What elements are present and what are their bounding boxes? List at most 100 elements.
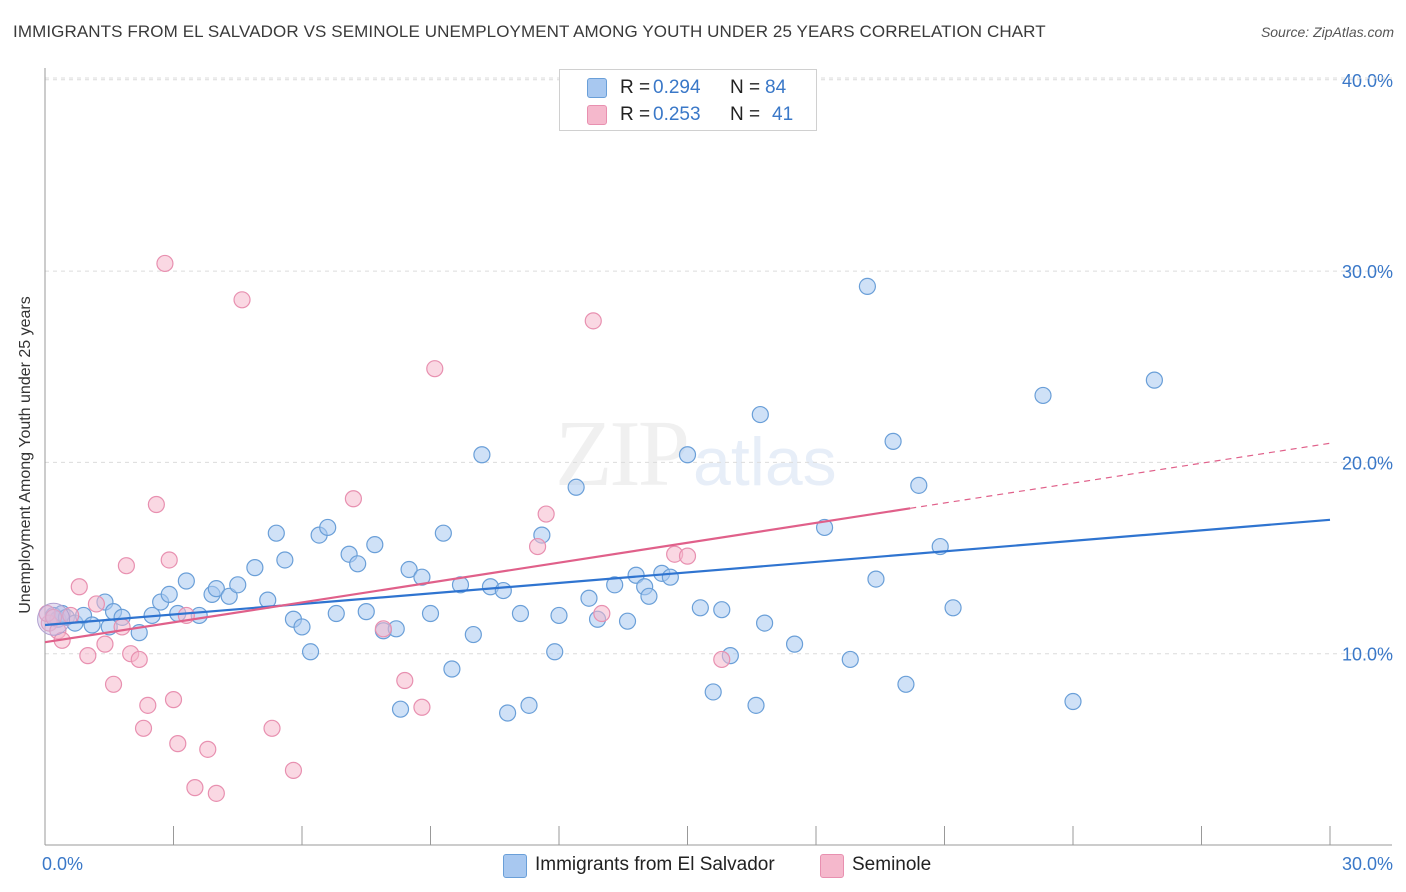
el-salvador-point: [473, 446, 491, 464]
el-salvador-point: [785, 635, 804, 653]
seminole-point: [233, 291, 251, 309]
el-salvador-point: [713, 601, 731, 619]
seminole-point: [156, 254, 174, 273]
el-salvador-point: [499, 704, 517, 722]
chart-title: IMMIGRANTS FROM EL SALVADOR VS SEMINOLE …: [13, 22, 1046, 41]
el-salvador-point: [357, 603, 375, 621]
el-salvador-point: [815, 518, 834, 537]
el-salvador-point: [366, 536, 384, 554]
el-salvador-point: [400, 560, 418, 579]
el-salvador-point: [546, 643, 564, 661]
r-value: 0.294: [653, 77, 701, 98]
el-salvador-point: [580, 589, 598, 607]
stats-row-seminole: R = 0.253 N = 41: [560, 101, 816, 127]
el-salvador-point: [1034, 386, 1052, 405]
el-salvador-point: [207, 580, 225, 598]
seminole-point: [199, 740, 217, 758]
el-salvador-point: [511, 604, 530, 623]
seminole-point: [104, 675, 123, 693]
r-label: R =: [620, 77, 651, 98]
legend-item-seminole[interactable]: Seminole: [820, 853, 960, 878]
seminole-point: [147, 495, 165, 514]
el-salvador-point: [858, 277, 877, 296]
seminole-point: [584, 312, 602, 330]
y-tick-label: 30.0%: [1342, 262, 1393, 282]
el-salvador-point: [747, 696, 765, 714]
el-salvador-point: [704, 683, 722, 701]
seminole-point: [130, 650, 148, 669]
n-value: 84: [765, 77, 787, 98]
seminole-point: [139, 696, 157, 714]
watermark-atlas: atlas: [693, 424, 837, 500]
seminole-point: [284, 761, 303, 779]
el-salvador-point: [606, 576, 624, 594]
origin-cluster-point: [37, 602, 71, 636]
el-salvador-point: [897, 675, 915, 693]
el-salvador-point: [246, 559, 264, 577]
seminole-point: [169, 735, 187, 753]
el-salvador-point: [220, 587, 238, 605]
x-tick-label-min: 0.0%: [42, 854, 83, 874]
seminole-point: [113, 618, 131, 636]
el-salvador-point: [910, 476, 928, 494]
el-salvador-point: [391, 700, 410, 718]
el-salvador-point: [494, 581, 512, 600]
el-salvador-point: [550, 606, 568, 625]
el-salvador-point: [319, 518, 337, 537]
el-salvador-point: [349, 555, 367, 573]
x-tick-label-max: 30.0%: [1342, 854, 1393, 874]
el-salvador-point: [301, 643, 320, 661]
y-tick-label: 20.0%: [1342, 453, 1393, 473]
el-salvador-point: [1064, 692, 1082, 711]
seminole-point: [160, 551, 178, 569]
el-salvador-point: [464, 625, 482, 644]
seminole-point: [537, 505, 555, 523]
el-salvador-point: [413, 568, 431, 586]
el-salvador-point: [640, 587, 658, 605]
legend-swatch-el-salvador: [503, 854, 527, 878]
legend-label-el-salvador: Immigrants from El Salvador: [535, 854, 775, 875]
source-credit: Source: ZipAtlas.com: [1260, 24, 1394, 40]
el-salvador-point: [751, 405, 769, 424]
el-salvador-point: [293, 618, 311, 636]
el-salvador-trendline: [44, 518, 1331, 627]
seminole-point: [164, 691, 183, 709]
el-salvador-point: [884, 432, 902, 450]
n-value: 41: [772, 104, 794, 125]
el-salvador-point: [160, 585, 178, 603]
seminole-point: [413, 698, 431, 716]
y-tick-label: 10.0%: [1342, 645, 1393, 665]
legend-label-seminole: Seminole: [852, 854, 932, 875]
el-salvador-point: [567, 478, 585, 496]
seminole-point: [263, 719, 281, 737]
legend-item-el-salvador[interactable]: Immigrants from El Salvador: [503, 853, 803, 878]
seminole-point: [396, 671, 414, 690]
r-label: R =: [620, 104, 651, 125]
el-salvador-point: [434, 524, 452, 542]
seminole-point: [426, 360, 444, 378]
seminole-point: [186, 779, 204, 797]
seminole-point: [87, 595, 106, 613]
seminole-point: [678, 547, 697, 565]
el-salvador-point: [867, 570, 885, 588]
el-salvador-point: [267, 524, 285, 542]
seminole-point: [593, 604, 611, 623]
correlation-stats-box: R = 0.294 N = 84 R = 0.253 N = 41: [559, 69, 817, 131]
el-salvador-point: [618, 612, 637, 630]
el-salvador-point: [678, 446, 697, 464]
r-value: 0.253: [653, 104, 701, 125]
n-label: N =: [730, 104, 761, 125]
el-salvador-point: [691, 599, 709, 617]
el-salvador-point: [661, 568, 679, 586]
seminole-point: [713, 650, 731, 669]
n-label: N =: [730, 77, 761, 98]
stats-swatch-el-salvador: [587, 78, 607, 98]
el-salvador-point: [755, 614, 774, 632]
el-salvador-point: [1145, 371, 1163, 389]
stats-swatch-seminole: [587, 105, 607, 125]
y-tick-label: 40.0%: [1342, 71, 1393, 91]
seminole-point: [374, 620, 392, 638]
el-salvador-point: [276, 551, 294, 569]
seminole-trendline-extension: [910, 442, 1331, 509]
